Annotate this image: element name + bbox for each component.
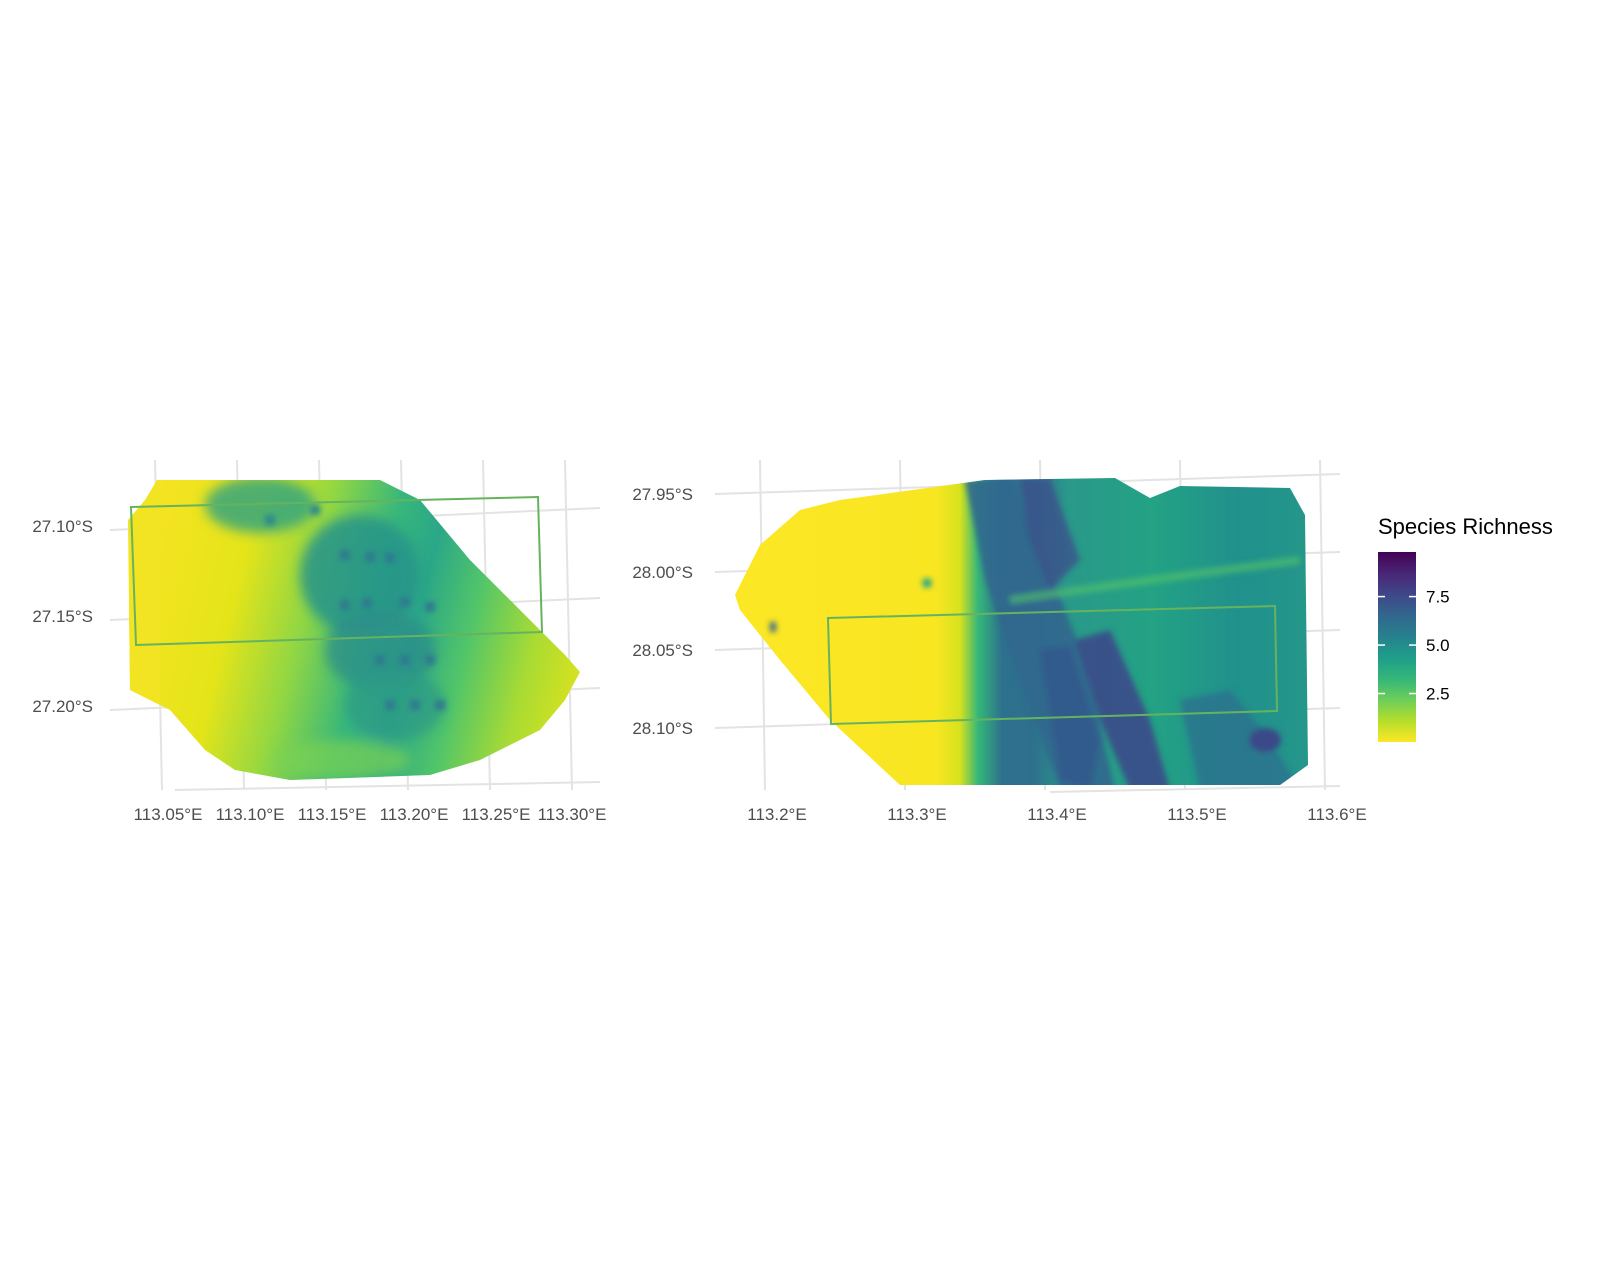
left-y-tick: 27.10°S bbox=[32, 517, 93, 536]
right-x-tick: 113.2°E bbox=[747, 805, 806, 824]
legend-colorbar bbox=[1378, 552, 1416, 742]
right-richness-raster bbox=[735, 478, 1308, 785]
left-x-tick: 113.10°E bbox=[216, 805, 285, 824]
right-study-area-outline bbox=[826, 604, 1279, 726]
left-y-tick: 27.20°S bbox=[32, 697, 93, 716]
left-richness-raster bbox=[128, 480, 580, 780]
left-x-tick: 113.25°E bbox=[462, 805, 531, 824]
right-map-panel: 27.95°S 28.00°S 28.05°S 28.10°S 113.2°E … bbox=[632, 459, 1367, 824]
legend: Species Richness 7.5 5.0 2.5 bbox=[1378, 514, 1553, 742]
legend-tick-label: 7.5 bbox=[1426, 588, 1450, 607]
legend-ticks: 7.5 5.0 2.5 bbox=[1378, 588, 1450, 704]
left-x-axis: 113.05°E 113.10°E 113.15°E 113.20°E 113.… bbox=[134, 805, 607, 824]
legend-title: Species Richness bbox=[1378, 514, 1553, 539]
right-y-tick: 28.10°S bbox=[632, 719, 693, 738]
left-y-axis: 27.10°S 27.15°S 27.20°S bbox=[32, 517, 93, 716]
legend-tick-label: 2.5 bbox=[1426, 685, 1450, 704]
right-x-axis: 113.2°E 113.3°E 113.4°E 113.5°E 113.6°E bbox=[747, 805, 1366, 824]
right-x-tick: 113.3°E bbox=[887, 805, 946, 824]
right-x-tick: 113.5°E bbox=[1167, 805, 1226, 824]
right-y-tick: 28.00°S bbox=[632, 563, 693, 582]
left-y-tick: 27.15°S bbox=[32, 607, 93, 626]
left-study-area-outline bbox=[129, 495, 544, 647]
right-x-tick: 113.4°E bbox=[1027, 805, 1086, 824]
left-x-tick: 113.30°E bbox=[538, 805, 607, 824]
left-x-tick: 113.20°E bbox=[380, 805, 449, 824]
left-x-tick: 113.15°E bbox=[298, 805, 367, 824]
right-y-axis: 27.95°S 28.00°S 28.05°S 28.10°S bbox=[632, 485, 693, 738]
right-y-tick: 27.95°S bbox=[632, 485, 693, 504]
legend-tick-label: 5.0 bbox=[1426, 636, 1450, 655]
right-x-tick: 113.6°E bbox=[1307, 805, 1366, 824]
left-map-panel: 27.10°S 27.15°S 27.20°S 113.05°E 113.10°… bbox=[32, 459, 607, 824]
left-x-tick: 113.05°E bbox=[134, 805, 203, 824]
left-survey-spots bbox=[265, 505, 445, 710]
right-y-tick: 28.05°S bbox=[632, 641, 693, 660]
